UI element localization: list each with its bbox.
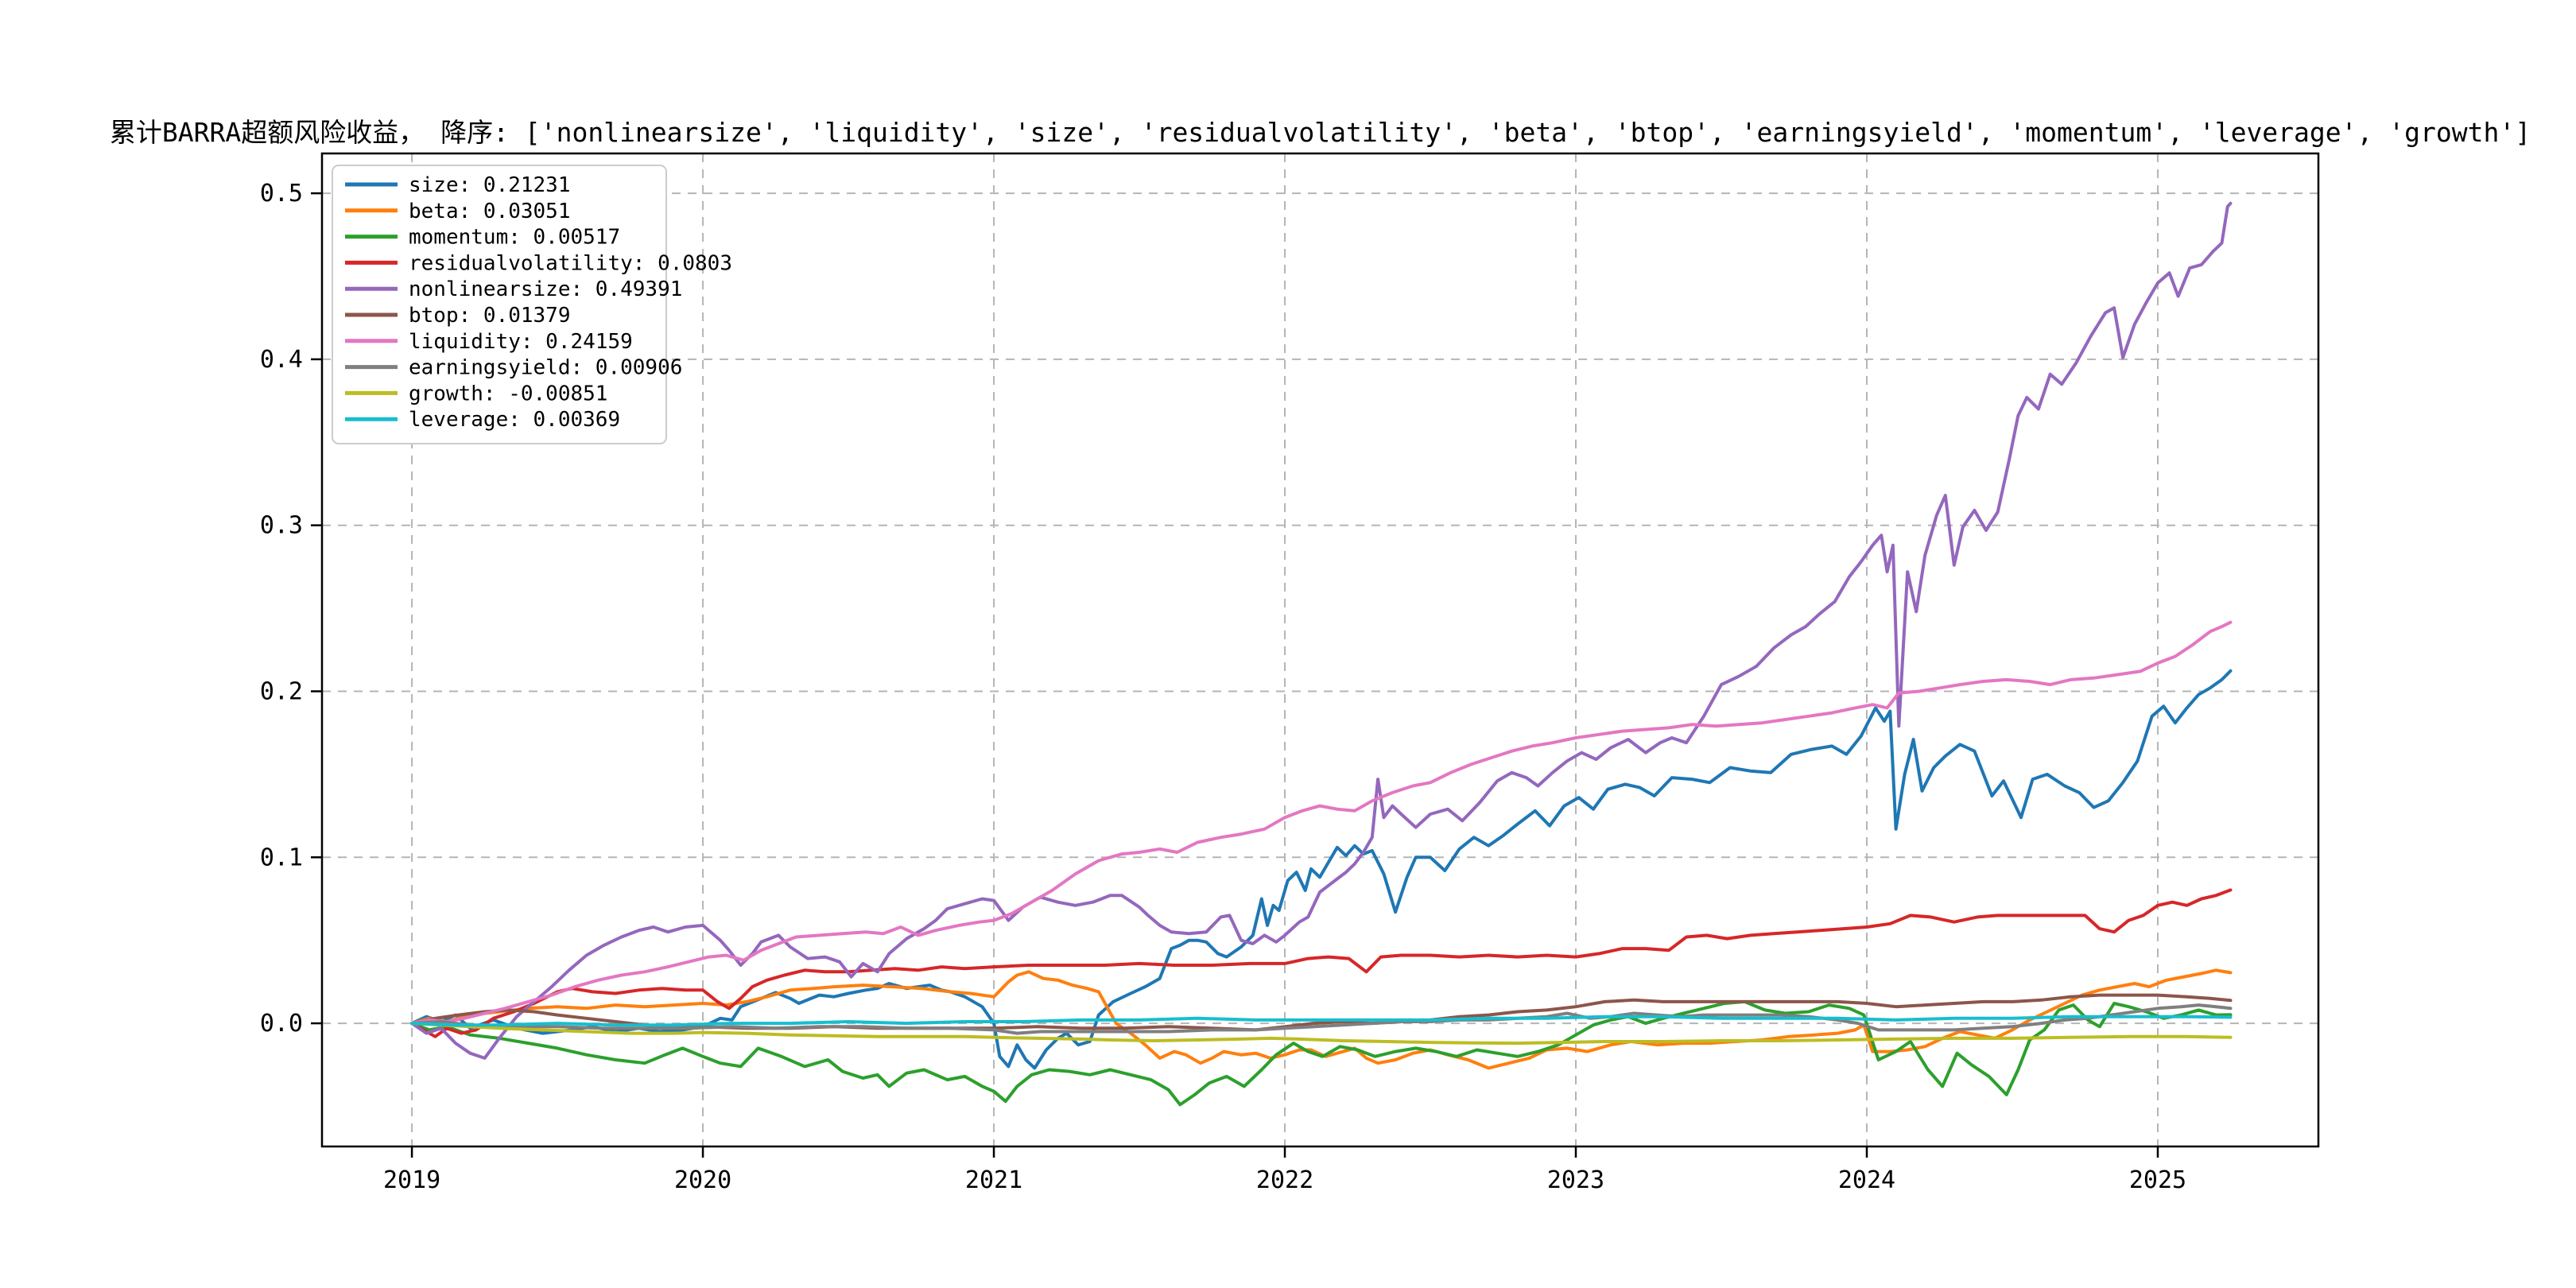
chart-title: 累计BARRA超额风险收益， 降序: ['nonlinearsize', 'li… bbox=[110, 117, 2531, 148]
legend-item-growth: growth: -0.00851 bbox=[345, 382, 607, 405]
y-tick-label-0.5: 0.5 bbox=[260, 180, 303, 208]
legend-label-momentum: momentum: 0.00517 bbox=[409, 226, 620, 250]
y-tick-label-0.3: 0.3 bbox=[260, 512, 303, 540]
legend-label-beta: beta: 0.03051 bbox=[409, 200, 571, 223]
legend-label-residualvolatility: residualvolatility: 0.0803 bbox=[409, 251, 732, 275]
legend-item-leverage: leverage: 0.00369 bbox=[345, 408, 620, 432]
x-tick-label-2020: 2020 bbox=[674, 1166, 731, 1194]
y-tick-label-0.1: 0.1 bbox=[260, 844, 303, 871]
y-tick-label-0.0: 0.0 bbox=[260, 1010, 303, 1038]
y-tick-label-0.4: 0.4 bbox=[260, 346, 303, 374]
legend-item-earningsyield: earningsyield: 0.00906 bbox=[345, 356, 682, 380]
x-tick-label-2022: 2022 bbox=[1256, 1166, 1313, 1194]
x-tick-label-2019: 2019 bbox=[383, 1166, 440, 1194]
legend-item-size: size: 0.21231 bbox=[345, 173, 571, 197]
x-tick-label-2025: 2025 bbox=[2129, 1166, 2186, 1194]
legend-item-btop: btop: 0.01379 bbox=[345, 304, 571, 328]
legend-label-leverage: leverage: 0.00369 bbox=[409, 408, 620, 432]
legend-item-beta: beta: 0.03051 bbox=[345, 200, 571, 223]
series-line-residualvolatility bbox=[410, 888, 2233, 1038]
y-tick-label-0.2: 0.2 bbox=[260, 677, 303, 705]
x-tick-label-2023: 2023 bbox=[1547, 1166, 1604, 1194]
legend-item-momentum: momentum: 0.00517 bbox=[345, 226, 620, 250]
series-line-beta bbox=[410, 968, 2233, 1070]
series-line-liquidity bbox=[410, 620, 2233, 1026]
legend: size: 0.21231 beta: 0.03051 momentum: 0.00… bbox=[332, 165, 732, 444]
legend-label-size: size: 0.21231 bbox=[409, 173, 571, 197]
series-line-growth bbox=[410, 1022, 2233, 1046]
legend-label-growth: growth: -0.00851 bbox=[409, 382, 607, 405]
series-line-size bbox=[410, 669, 2233, 1070]
legend-item-nonlinearsize: nonlinearsize: 0.49391 bbox=[345, 277, 682, 301]
x-tick-label-2024: 2024 bbox=[1838, 1166, 1895, 1194]
series-lines bbox=[410, 201, 2233, 1107]
legend-label-nonlinearsize: nonlinearsize: 0.49391 bbox=[409, 277, 682, 301]
x-tick-label-2021: 2021 bbox=[965, 1166, 1022, 1194]
legend-item-residualvolatility: residualvolatility: 0.0803 bbox=[345, 251, 732, 275]
axes-ticks: 0.0 0.1 0.2 0.3 0.4 0.5 2019 2020 2021 2022 2023 20… bbox=[260, 180, 2186, 1194]
legend-label-earningsyield: earningsyield: 0.00906 bbox=[409, 356, 682, 380]
series-line-nonlinearsize bbox=[410, 201, 2233, 1060]
plot-border bbox=[320, 152, 2320, 1148]
series-line-momentum bbox=[410, 999, 2233, 1107]
legend-label-btop: btop: 0.01379 bbox=[409, 304, 571, 328]
series-line-leverage bbox=[410, 1014, 2233, 1027]
legend-label-liquidity: liquidity: 0.24159 bbox=[409, 330, 633, 354]
legend-box bbox=[332, 165, 667, 444]
legend-item-liquidity: liquidity: 0.24159 bbox=[345, 330, 633, 354]
